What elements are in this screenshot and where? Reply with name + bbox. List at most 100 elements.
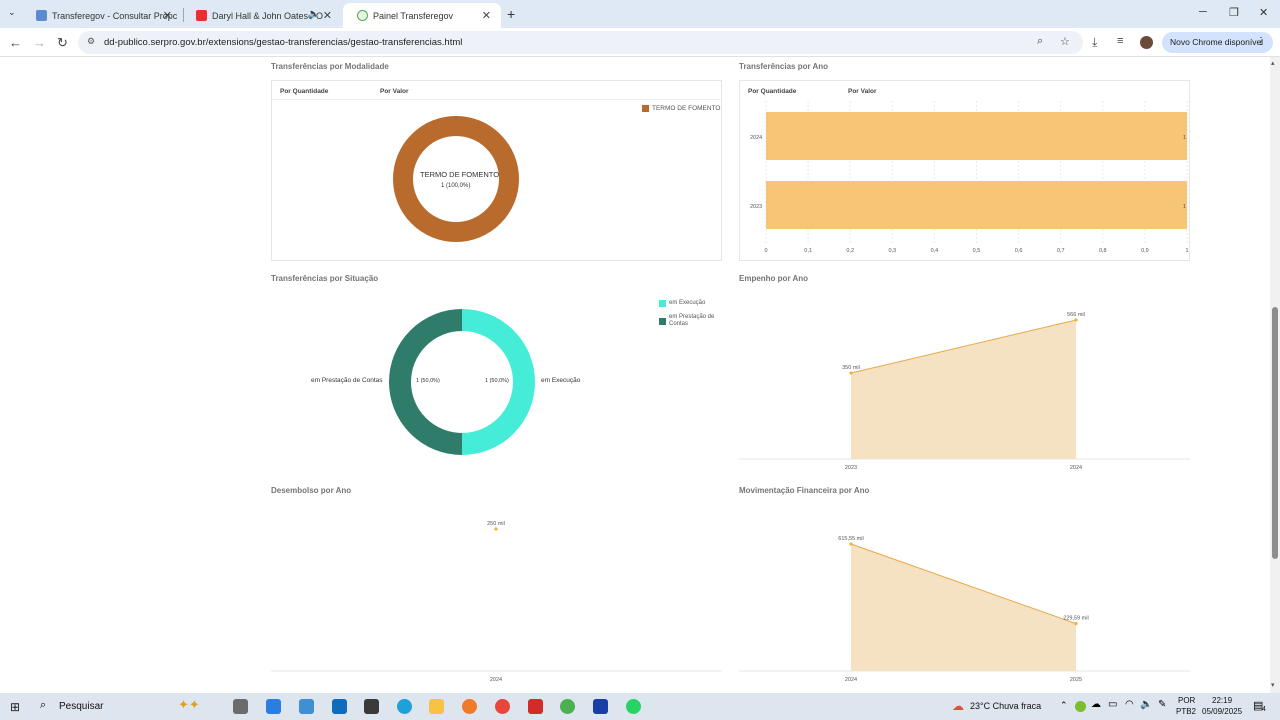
tab-transferegov-consultar[interactable]: Transferegov - Consultar Propc ✕	[22, 3, 182, 28]
data-point	[849, 542, 853, 546]
y-tick-label: 2023	[750, 204, 762, 210]
scroll-down-icon[interactable]: ▾	[1271, 682, 1275, 689]
keyboard-layout[interactable]: PTB2	[1176, 707, 1197, 716]
search-icon: ⌕	[40, 699, 47, 711]
bar-chart-ano: 0 0,1 0,2 0,3 0,4 0,5 0,6 0,7 0,8 0,9 1 2024 1 2023 1	[750, 101, 1189, 254]
chrome-profile-icon[interactable]	[560, 699, 575, 714]
close-icon[interactable]: ✕	[322, 10, 332, 22]
youtube-icon	[196, 10, 207, 21]
taskbar-search[interactable]: ⌕ Pesquisar ✦✦	[32, 693, 222, 720]
data-point	[1074, 318, 1078, 322]
scroll-up-icon[interactable]: ▴	[1271, 60, 1275, 67]
close-icon[interactable]: ✕	[162, 10, 172, 22]
section-title-modalidade: Transferências por Modalidade	[271, 62, 389, 71]
language-indicator[interactable]: POR	[1178, 696, 1196, 705]
maximize-icon[interactable]: ❐	[1229, 7, 1239, 19]
legend-label-prestacao: em Prestação de Contas	[669, 314, 715, 327]
data-label: 566 mil	[1067, 312, 1085, 318]
copilot-icon[interactable]	[266, 699, 281, 714]
store-icon[interactable]	[299, 699, 314, 714]
zoom-icon[interactable]: ⌕	[1037, 35, 1044, 47]
tab-title: Painel Transferegov	[373, 10, 454, 21]
clock-date[interactable]: 05/09/2025	[1202, 707, 1243, 716]
donut-slice-em-prestacao[interactable]	[389, 309, 463, 455]
site-info-icon[interactable]: ⚙	[87, 36, 96, 46]
edge-icon[interactable]	[397, 699, 412, 714]
panel-modalidade: Por Quantidade Por Valor TERMO DE FOMENT…	[271, 80, 722, 261]
scrollbar-thumb[interactable]	[1272, 307, 1278, 559]
outlook-icon[interactable]	[332, 699, 347, 714]
bookmark-star-icon[interactable]: ☆	[1060, 36, 1070, 48]
legend-swatch	[642, 105, 649, 112]
volume-icon[interactable]: 🔈	[1140, 699, 1153, 710]
search-placeholder: Pesquisar	[59, 701, 104, 712]
x-tick-label: 2024	[845, 677, 857, 683]
media-icon[interactable]: ≡	[1117, 35, 1124, 47]
tab-por-quantidade[interactable]: Por Quantidade	[280, 88, 329, 95]
data-point	[1074, 622, 1078, 626]
tab-por-quantidade[interactable]: Por Quantidade	[748, 88, 797, 95]
whatsapp-icon[interactable]	[626, 699, 641, 714]
data-label: 250 mil	[487, 521, 505, 527]
reload-icon[interactable]: ↻	[57, 35, 68, 50]
section-title-empenho: Empenho por Ano	[739, 274, 809, 283]
chevron-up-icon[interactable]: ⌃	[1060, 700, 1068, 710]
data-label: 229,59 mil	[1063, 616, 1088, 622]
close-icon[interactable]: ✕	[481, 10, 491, 22]
area-fill	[851, 544, 1076, 671]
app-icon[interactable]	[593, 699, 608, 714]
legend-label: TERMO DE FOMENTO	[652, 105, 721, 112]
x-tick-label: 2025	[1070, 677, 1082, 683]
data-label: 350 mil	[842, 365, 860, 371]
speaker-icon[interactable]: 🔈	[307, 9, 320, 20]
scrollbar[interactable]: ▴ ▾	[1270, 57, 1280, 693]
area-fill	[851, 320, 1076, 459]
tray-app-icon[interactable]	[1075, 701, 1086, 712]
task-view-icon[interactable]	[233, 699, 248, 714]
new-tab-icon[interactable]: +	[507, 6, 516, 22]
donut-slice-em-execucao[interactable]	[461, 309, 535, 455]
weather-text[interactable]: 23°C Chuva fraca	[970, 701, 1042, 711]
calculator-icon[interactable]	[364, 699, 379, 714]
wifi-icon[interactable]: ◠	[1125, 699, 1134, 710]
tab-title: Daryl Hall & John Oates - O	[212, 10, 324, 21]
x-tick-label: 2024	[1070, 465, 1082, 471]
weather-icon: ☁	[952, 699, 964, 713]
x-tick-label: 0,5	[973, 248, 981, 254]
x-tick-label: 0,7	[1057, 248, 1065, 254]
chrome-icon[interactable]	[495, 699, 510, 714]
cloud-icon[interactable]: ☁	[1091, 699, 1101, 710]
menu-dots-icon[interactable]: ⋮	[1256, 36, 1266, 47]
slice-label-execucao: em Execução	[541, 377, 581, 384]
tab-por-valor[interactable]: Por Valor	[848, 88, 877, 95]
forward-icon[interactable]: →	[33, 35, 46, 50]
pen-icon[interactable]: ✎	[1158, 699, 1167, 710]
x-tick-label: 2023	[845, 465, 857, 471]
tab-daryl-hall[interactable]: Daryl Hall & John Oates - O 🔈 ✕	[182, 3, 342, 28]
back-icon[interactable]: ←	[9, 35, 22, 50]
display-icon[interactable]: ▭	[1108, 699, 1118, 710]
tab-painel-transferegov[interactable]: Painel Transferegov ✕	[343, 3, 501, 28]
data-label: 615,55 mil	[838, 536, 863, 542]
close-window-icon[interactable]: ✕	[1259, 7, 1269, 19]
omnibox[interactable]: ⚙ dd-publico.serpro.gov.br/extensions/ge…	[78, 31, 1083, 54]
tab-search-icon[interactable]: ⌄	[8, 7, 16, 17]
tab-por-valor[interactable]: Por Valor	[380, 88, 409, 95]
windows-start-icon[interactable]: ⊞	[10, 700, 21, 714]
file-explorer-icon[interactable]	[429, 699, 444, 714]
leaf-icon	[357, 10, 368, 21]
minimize-icon[interactable]: ─	[1199, 6, 1207, 18]
firefox-icon[interactable]	[462, 699, 477, 714]
donut-slice-termo-de-fomento[interactable]	[393, 116, 519, 242]
x-tick-label: 0,4	[931, 248, 939, 254]
notification-icon[interactable]: ▤	[1253, 700, 1264, 712]
wps-icon[interactable]	[528, 699, 543, 714]
avatar[interactable]	[1140, 36, 1153, 49]
download-icon[interactable]: ⤓	[1092, 35, 1098, 49]
sparkle-icon: ✦✦	[178, 697, 200, 712]
url-text[interactable]: dd-publico.serpro.gov.br/extensions/gest…	[104, 37, 463, 48]
clock-time[interactable]: 22:19	[1212, 696, 1233, 705]
chrome-update-button[interactable]: Novo Chrome disponível ⋮	[1162, 32, 1273, 53]
bar	[766, 181, 1187, 229]
tab-separator	[183, 8, 184, 22]
